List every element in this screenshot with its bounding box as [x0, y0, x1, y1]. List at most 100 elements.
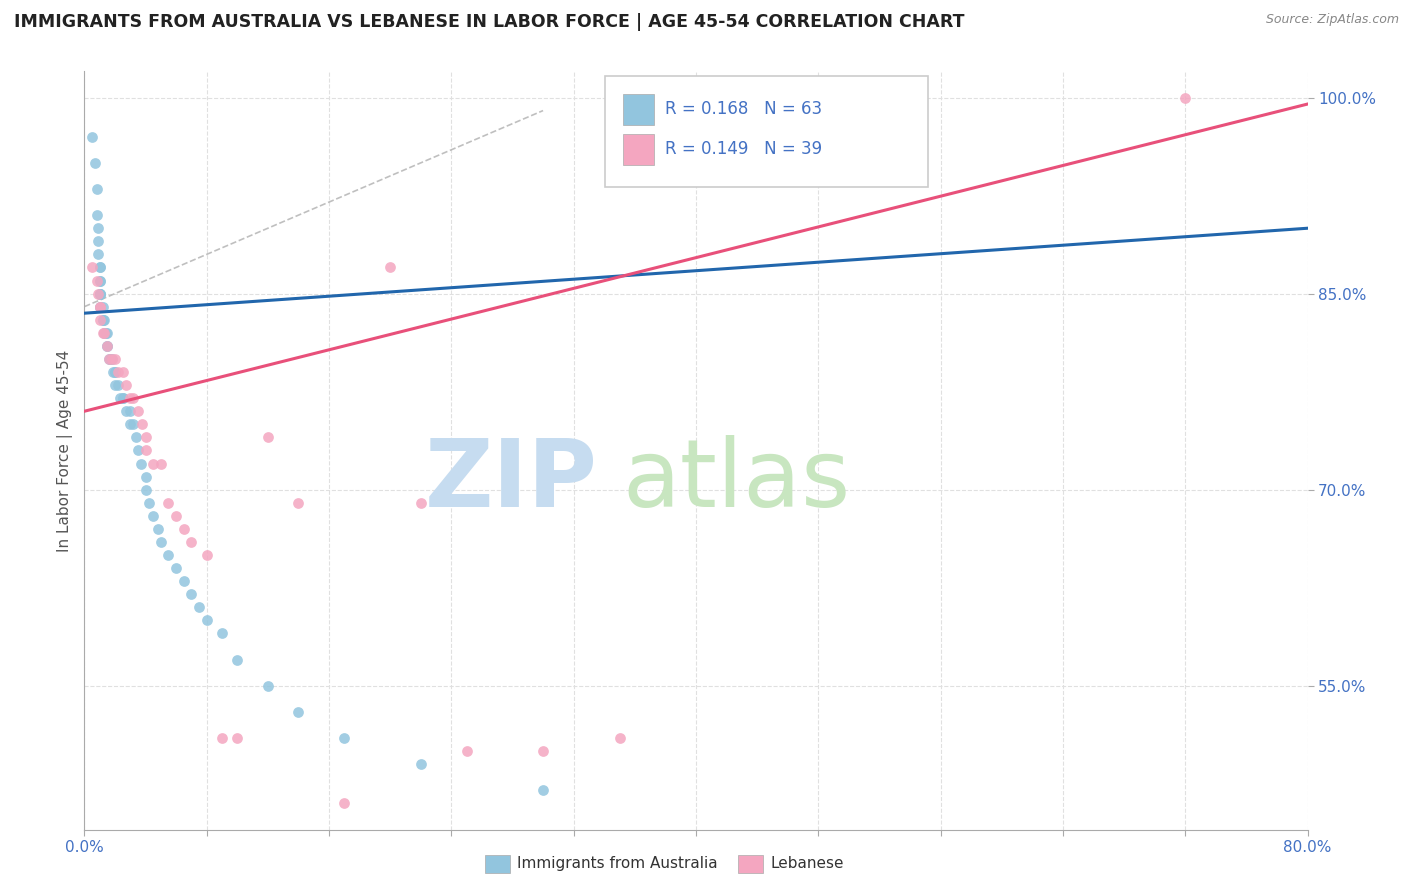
Point — [87, 286, 110, 301]
Point — [180, 535, 202, 549]
Point — [108, 391, 131, 405]
Point — [146, 522, 169, 536]
Point — [89, 300, 111, 314]
Text: IMMIGRANTS FROM AUSTRALIA VS LEBANESE IN LABOR FORCE | AGE 45-54 CORRELATION CHA: IMMIGRANTS FROM AUSTRALIA VS LEBANESE IN… — [14, 13, 965, 31]
Text: R = 0.168   N = 63: R = 0.168 N = 63 — [665, 100, 823, 118]
Point — [111, 365, 134, 379]
Point — [104, 365, 127, 379]
Point — [89, 300, 111, 314]
Point — [107, 365, 129, 379]
Text: Lebanese: Lebanese — [770, 856, 844, 871]
Point — [96, 326, 118, 340]
Point — [180, 587, 202, 601]
Point — [89, 286, 111, 301]
Point — [380, 260, 402, 275]
Point — [257, 430, 280, 444]
Point — [93, 312, 115, 326]
Point — [135, 443, 157, 458]
Point — [157, 548, 180, 562]
Point — [96, 339, 118, 353]
Point — [91, 300, 114, 314]
Point — [89, 300, 111, 314]
Point — [89, 312, 111, 326]
Point — [165, 508, 187, 523]
Point — [120, 417, 142, 432]
Point — [96, 339, 118, 353]
Point — [104, 365, 127, 379]
Point — [89, 273, 111, 287]
Point — [104, 378, 127, 392]
Point — [333, 797, 356, 811]
Point — [87, 235, 110, 249]
Point — [257, 679, 280, 693]
Point — [101, 351, 124, 366]
Point — [138, 496, 160, 510]
Point — [287, 496, 309, 510]
Point — [111, 391, 134, 405]
Point — [195, 548, 218, 562]
Point — [120, 391, 142, 405]
Point — [114, 404, 136, 418]
Point — [173, 574, 195, 589]
Point — [98, 351, 121, 366]
Point — [89, 260, 111, 275]
Point — [129, 457, 152, 471]
Point — [111, 391, 134, 405]
Point — [127, 443, 149, 458]
Text: Immigrants from Australia: Immigrants from Australia — [517, 856, 718, 871]
Point — [120, 404, 142, 418]
Point — [93, 326, 115, 340]
Point — [142, 508, 165, 523]
Point — [89, 273, 111, 287]
Point — [127, 404, 149, 418]
Point — [89, 286, 111, 301]
Point — [86, 208, 108, 222]
Text: ZIP: ZIP — [425, 434, 598, 527]
Text: Source: ZipAtlas.com: Source: ZipAtlas.com — [1265, 13, 1399, 27]
Point — [87, 221, 110, 235]
Point — [409, 757, 432, 772]
Point — [93, 326, 115, 340]
Point — [333, 731, 356, 745]
Point — [173, 522, 195, 536]
Point — [165, 561, 187, 575]
Point — [80, 260, 103, 275]
Point — [97, 351, 120, 366]
Point — [135, 430, 157, 444]
Point — [89, 260, 111, 275]
Point — [157, 496, 180, 510]
Point — [91, 326, 114, 340]
Point — [89, 286, 111, 301]
Point — [103, 365, 125, 379]
Point — [125, 430, 148, 444]
Point — [91, 312, 114, 326]
Point — [97, 351, 120, 366]
Point — [94, 326, 117, 340]
Point — [531, 744, 554, 758]
Point — [142, 457, 165, 471]
Point — [104, 351, 127, 366]
Point — [84, 156, 107, 170]
Point — [87, 247, 110, 261]
Point — [149, 535, 172, 549]
Y-axis label: In Labor Force | Age 45-54: In Labor Force | Age 45-54 — [58, 350, 73, 551]
Point — [86, 273, 108, 287]
Point — [226, 731, 249, 745]
Point — [80, 129, 103, 144]
Point — [91, 312, 114, 326]
Point — [122, 417, 145, 432]
Point — [211, 626, 233, 640]
Point — [211, 731, 233, 745]
Point — [89, 286, 111, 301]
Point — [131, 417, 153, 432]
Point — [135, 469, 157, 483]
Point — [86, 182, 108, 196]
Point — [135, 483, 157, 497]
Point — [188, 600, 211, 615]
Point — [1174, 90, 1197, 104]
Point — [226, 652, 249, 666]
Point — [609, 731, 631, 745]
Point — [89, 300, 111, 314]
Point — [149, 457, 172, 471]
Point — [409, 496, 432, 510]
